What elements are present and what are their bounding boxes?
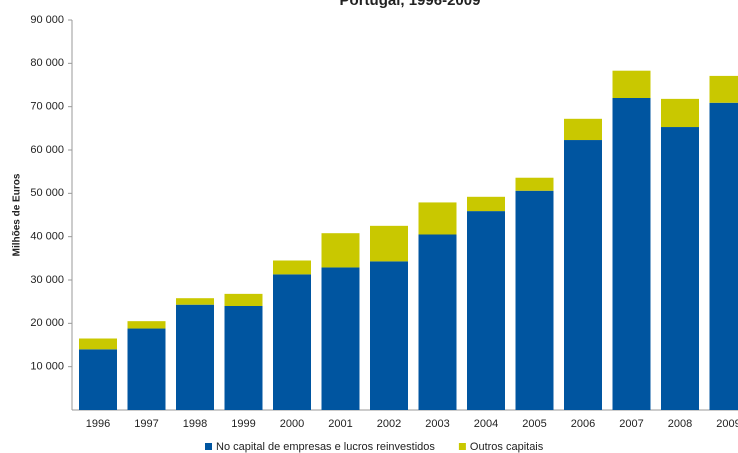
bar-segment	[79, 349, 117, 410]
x-tick-label: 2000	[280, 418, 304, 430]
x-tick-label: 2008	[668, 418, 692, 430]
bar-segment	[467, 196, 505, 212]
bar-segment	[564, 118, 602, 141]
bar-segment	[564, 140, 602, 411]
bar-segment	[273, 274, 311, 410]
x-tick-label: 2007	[619, 418, 643, 430]
chart-title: Portugal, 1996-2009	[340, 0, 481, 9]
x-tick-label: 2004	[474, 418, 498, 430]
legend-swatch	[458, 443, 466, 450]
x-tick-label: 2001	[328, 418, 352, 430]
x-tick-label: 2009	[716, 418, 738, 430]
legend-label: Outros capitais	[470, 441, 544, 453]
bar-segment	[176, 298, 214, 305]
x-tick-label: 2002	[377, 418, 401, 430]
y-tick-label: 60 000	[30, 144, 64, 156]
bar-segment	[273, 260, 311, 275]
bar-segment	[661, 127, 699, 411]
y-tick-label: 40 000	[30, 231, 64, 243]
bar-segment	[418, 202, 457, 235]
x-tick-label: 2006	[571, 418, 595, 430]
bar-segment	[224, 306, 263, 410]
x-tick-label: 2003	[425, 418, 449, 430]
bar-segment	[321, 267, 360, 410]
bar-segment	[127, 321, 166, 329]
bar-segment	[467, 211, 505, 410]
y-tick-label: 90 000	[30, 14, 64, 26]
y-tick-label: 10 000	[30, 361, 64, 373]
x-tick-label: 1996	[86, 418, 110, 430]
bar-segment	[370, 225, 408, 262]
x-tick-label: 1997	[134, 418, 158, 430]
bar-segment	[418, 234, 457, 410]
bar-segment	[661, 98, 699, 128]
bar-segment	[79, 338, 117, 350]
y-tick-label: 50 000	[30, 187, 64, 199]
x-tick-label: 1999	[231, 418, 255, 430]
legend-label: No capital de empresas e lucros reinvest…	[216, 441, 435, 453]
bar-segment	[612, 70, 651, 98]
y-tick-label: 70 000	[30, 101, 64, 113]
bar-segment	[709, 75, 738, 103]
bar-segment	[224, 293, 263, 306]
legend-swatch	[205, 443, 212, 450]
bar-segment	[370, 261, 408, 410]
x-tick-label: 2005	[522, 418, 546, 430]
bar-segment	[515, 177, 554, 191]
bar-segment	[709, 102, 738, 411]
bar-segment	[176, 304, 214, 410]
y-tick-label: 20 000	[30, 317, 64, 329]
y-tick-label: 80 000	[30, 57, 64, 69]
x-tick-label: 1998	[183, 418, 207, 430]
y-axis-label: Milhões de Euros	[12, 173, 23, 256]
bar-segment	[321, 233, 360, 268]
bar-segment	[515, 190, 554, 410]
bar-segment	[612, 98, 651, 410]
bar-segment	[127, 328, 166, 410]
y-tick-label: 30 000	[30, 274, 64, 286]
